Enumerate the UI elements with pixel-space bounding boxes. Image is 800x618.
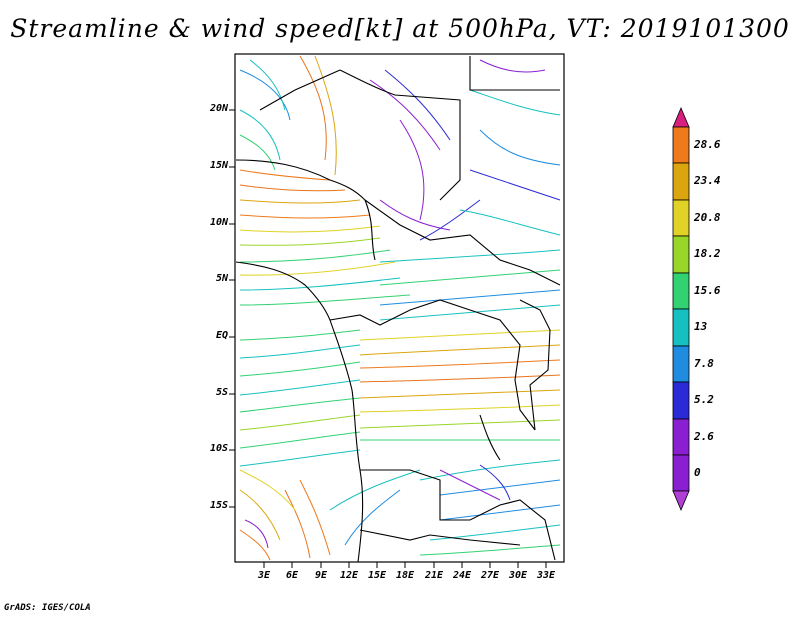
colorbar-segment bbox=[672, 308, 690, 347]
y-tick-label: 20N bbox=[209, 103, 228, 114]
x-tick-label: 30E bbox=[508, 570, 528, 581]
colorbar-label: 23.4 bbox=[694, 174, 721, 187]
colorbar-label: 2.6 bbox=[694, 430, 714, 443]
colorbar-label: 13 bbox=[694, 320, 708, 333]
colorbar-label: 20.8 bbox=[694, 211, 721, 224]
colorbar-segment bbox=[672, 272, 690, 310]
colorbar-segment bbox=[672, 126, 690, 164]
colorbar-segment bbox=[672, 199, 690, 237]
y-tick-label: 10N bbox=[209, 217, 228, 228]
y-axis-ticks bbox=[229, 109, 235, 508]
x-tick-label: 15E bbox=[367, 570, 387, 581]
x-tick-label: 33E bbox=[536, 570, 556, 581]
y-tick-label: 10S bbox=[209, 443, 228, 454]
y-tick-label: EQ bbox=[215, 330, 228, 341]
colorbar-label: 28.6 bbox=[694, 138, 721, 151]
x-tick-label: 18E bbox=[395, 570, 415, 581]
y-tick-label: 5S bbox=[215, 387, 228, 398]
colorbar-label: 18.2 bbox=[694, 247, 721, 260]
colorbar bbox=[672, 106, 690, 512]
colorbar-top-arrow bbox=[672, 106, 690, 128]
colorbar-segment bbox=[672, 162, 690, 201]
x-tick-label: 12E bbox=[339, 570, 359, 581]
x-tick-label: 3E bbox=[257, 570, 271, 581]
x-tick-label: 24E bbox=[452, 570, 472, 581]
colorbar-segment bbox=[672, 381, 690, 420]
x-tick-label: 21E bbox=[424, 570, 444, 581]
colorbar-segment bbox=[672, 235, 690, 274]
y-tick-label: 5N bbox=[215, 273, 228, 284]
colorbar-label: 5.2 bbox=[694, 393, 714, 406]
x-axis-ticks bbox=[263, 562, 547, 568]
y-tick-label: 15N bbox=[209, 160, 228, 171]
colorbar-segment bbox=[672, 454, 690, 492]
country-borders bbox=[235, 56, 561, 562]
y-tick-label: 15S bbox=[209, 500, 228, 511]
x-tick-label: 9E bbox=[314, 570, 328, 581]
colorbar-segment bbox=[672, 418, 690, 456]
credit-label: GrADS: IGES/COLA bbox=[4, 603, 91, 613]
x-tick-label: 27E bbox=[480, 570, 500, 581]
map-title: Streamline & wind speed[kt] at 500hPa, V… bbox=[10, 14, 790, 43]
x-tick-label: 6E bbox=[285, 570, 299, 581]
colorbar-segment bbox=[672, 345, 690, 383]
streamlines bbox=[239, 55, 561, 561]
colorbar-label: 7.8 bbox=[694, 357, 714, 370]
colorbar-label: 15.6 bbox=[694, 284, 721, 297]
colorbar-label: 0 bbox=[694, 466, 701, 479]
map-frame bbox=[234, 53, 565, 563]
colorbar-bottom-arrow bbox=[672, 490, 690, 512]
